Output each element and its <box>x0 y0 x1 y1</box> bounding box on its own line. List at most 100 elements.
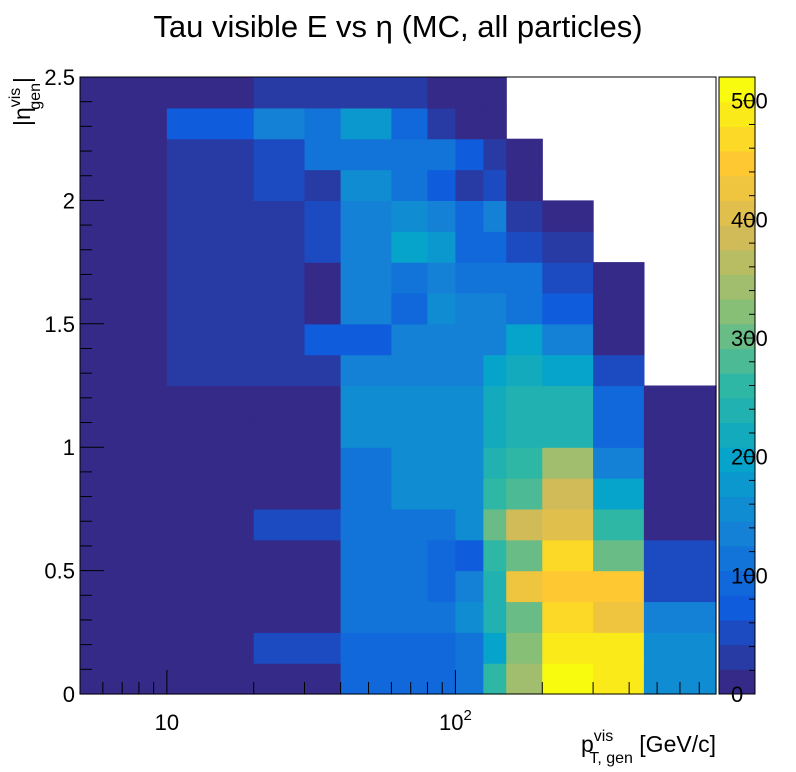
heatmap-cell <box>483 169 507 201</box>
heatmap-cell <box>506 570 543 603</box>
heatmap-cell <box>593 447 645 479</box>
heatmap-cell <box>506 323 543 356</box>
heatmap-cell <box>166 508 255 541</box>
heatmap-cell <box>166 601 255 633</box>
y-axis-label-pre: |η <box>9 107 35 126</box>
heatmap-cell <box>542 231 594 263</box>
heatmap-cells <box>80 77 717 695</box>
heatmap-cell <box>253 416 306 448</box>
heatmap-cell <box>506 447 543 479</box>
heatmap-cell <box>506 416 543 448</box>
heatmap-cell <box>340 323 392 356</box>
heatmap-cell <box>80 107 168 140</box>
colorbar-tick-label: 100 <box>731 563 768 588</box>
heatmap-cell <box>506 262 543 294</box>
heatmap-cell <box>340 539 392 572</box>
heatmap-cell <box>80 447 168 479</box>
heatmap-cell <box>455 169 484 201</box>
y-axis-ticks <box>80 76 104 695</box>
heatmap-cell <box>427 508 457 541</box>
heatmap-cell <box>304 508 342 541</box>
heatmap-cell <box>166 632 255 664</box>
heatmap-cell <box>483 323 507 356</box>
heatmap-cell <box>455 508 484 541</box>
y-tick-label: 2 <box>63 188 75 213</box>
heatmap-cell <box>80 508 168 541</box>
heatmap-cell <box>80 169 168 201</box>
y-tick-label: 1.5 <box>44 312 75 337</box>
colorbar-swatch <box>719 397 755 424</box>
heatmap-cell <box>166 447 255 479</box>
colorbar-tick-label: 500 <box>731 89 768 114</box>
heatmap-cell <box>506 354 543 387</box>
heatmap-cell <box>455 262 484 294</box>
heatmap-cell <box>340 292 392 325</box>
heatmap-cell <box>483 292 507 325</box>
heatmap-cell <box>80 663 168 695</box>
heatmap-cell <box>166 385 255 417</box>
heatmap-cell <box>340 663 392 695</box>
heatmap-cell <box>483 416 507 448</box>
colorbar-swatch <box>719 348 755 374</box>
heatmap-cell <box>80 385 168 417</box>
colorbar-swatch <box>719 521 755 547</box>
heatmap-cell <box>340 601 392 633</box>
heatmap-cell <box>483 138 507 171</box>
heatmap-cell <box>340 77 392 109</box>
heatmap-cell <box>643 385 717 417</box>
heatmap-cell <box>542 632 594 664</box>
heatmap-cell <box>427 539 457 572</box>
heatmap-cell <box>455 539 484 572</box>
heatmap-cell <box>253 632 306 664</box>
heatmap-cell <box>427 632 457 664</box>
heatmap-cell <box>483 663 507 695</box>
heatmap-cell <box>483 385 507 417</box>
heatmap-cell <box>80 539 168 572</box>
colorbar <box>718 76 756 695</box>
heatmap-cell <box>304 478 342 510</box>
heatmap-cell <box>427 478 457 510</box>
heatmap-cell <box>253 508 306 541</box>
colorbar-swatch <box>719 496 755 522</box>
heatmap-cell <box>391 632 429 664</box>
heatmap-cell <box>304 138 342 171</box>
heatmap-cell <box>304 262 342 294</box>
heatmap-cell <box>483 570 507 603</box>
heatmap-cell <box>506 539 543 572</box>
heatmap-cell <box>427 570 457 603</box>
heatmap-cell <box>80 77 168 109</box>
heatmap-cell <box>166 478 255 510</box>
heatmap-cell <box>542 601 594 633</box>
heatmap-cell <box>304 385 342 417</box>
heatmap-cell <box>391 663 429 695</box>
heatmap-cell <box>253 77 306 109</box>
heatmap-cell <box>166 416 255 448</box>
heatmap-cell <box>340 570 392 603</box>
x-tick-label: 102 <box>439 707 472 735</box>
heatmap-cell <box>391 231 429 263</box>
heatmap-cell <box>542 385 594 417</box>
heatmap-cell <box>506 663 543 695</box>
heatmap-cell <box>643 601 717 633</box>
heatmap-cell <box>455 292 484 325</box>
colorbar-swatch <box>719 274 755 300</box>
heatmap-cell <box>340 478 392 510</box>
heatmap-cell <box>542 539 594 572</box>
colorbar-swatch <box>719 126 755 152</box>
heatmap-cell <box>506 385 543 417</box>
heatmap-cell <box>304 323 342 356</box>
heatmap-cell <box>80 570 168 603</box>
heatmap-cell <box>483 508 507 541</box>
heatmap-cell <box>166 354 255 387</box>
heatmap-cell <box>391 262 429 294</box>
heatmap-cell <box>391 447 429 479</box>
heatmap-cell <box>483 632 507 664</box>
heatmap-cell <box>593 570 645 603</box>
y-tick-label: 0.5 <box>44 559 75 584</box>
heatmap-cell <box>166 169 255 201</box>
heatmap-cell <box>427 231 457 263</box>
colorbar-swatch <box>719 669 755 695</box>
x-axis-label-sup: vis <box>594 728 614 745</box>
heatmap-cell <box>643 632 717 664</box>
heatmap-cell <box>253 200 306 232</box>
